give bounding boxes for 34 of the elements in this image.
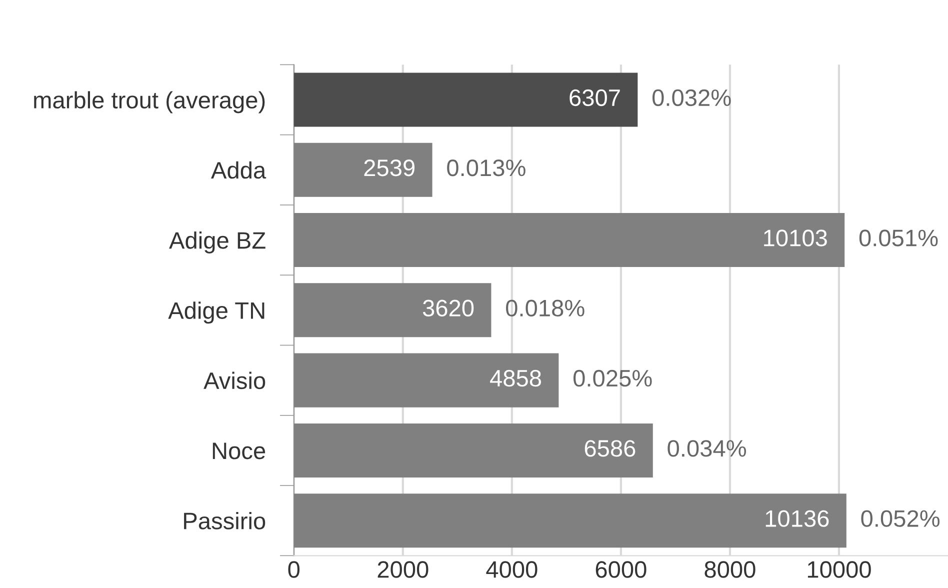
annotation: 0.032% [652,89,731,106]
y-tick-label: Adda [211,161,266,179]
bar [294,142,432,197]
annotation: 0.013% [447,160,526,176]
data-label: 2539 [364,160,414,176]
y-tick-label: Noce [212,442,266,460]
y-tick-label: Adige TN [168,302,264,324]
annotation: 0.025% [574,370,652,387]
data-label: 10103 [764,230,827,246]
x-tick-label: 10000 [808,561,871,578]
x-tick-label: 4000 [486,561,538,578]
bar [294,283,492,338]
annotation: 0.034% [668,440,746,457]
x-tick-label: 2000 [378,561,428,578]
y-tick-label: marble trout (average) [34,91,265,114]
data-label: 6586 [584,440,636,457]
x-tick-label: 6000 [596,561,646,578]
annotation: 0.052% [861,510,940,527]
bar [294,213,845,268]
bar [294,353,559,408]
x-tick-label: 8000 [704,561,756,578]
y-tick-label: Passirio [184,512,266,530]
data-label: 10136 [766,510,829,527]
data-label: 6307 [570,89,620,106]
data-label: 4858 [490,370,541,387]
bar [294,72,638,127]
x-tick-label: 0 [288,561,300,578]
y-tick-label: Avisio [204,372,266,390]
annotation: 0.018% [506,300,584,317]
bar [294,494,846,548]
bar [294,423,653,478]
data-label: 3620 [422,300,474,317]
y-tick-label: Adige BZ [169,231,266,254]
annotation: 0.051% [859,230,938,246]
